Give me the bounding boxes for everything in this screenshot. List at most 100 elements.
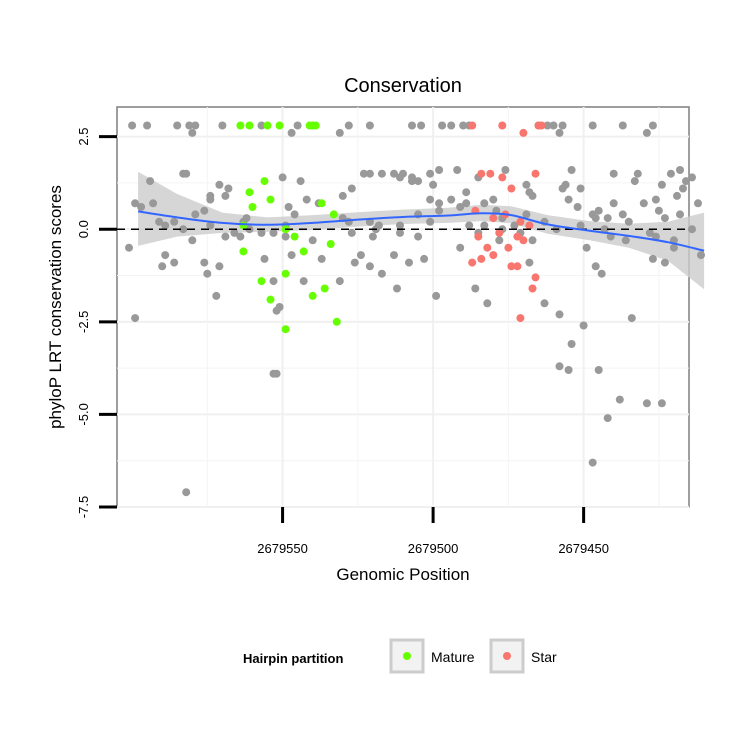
- data-point: [408, 177, 416, 186]
- data-point: [390, 169, 398, 178]
- data-point: [335, 277, 344, 286]
- data-point: [468, 121, 477, 130]
- data-point: [215, 262, 224, 271]
- data-point: [317, 199, 326, 208]
- data-point: [257, 228, 266, 237]
- data-point: [125, 243, 133, 252]
- data-point: [260, 254, 269, 263]
- data-point: [528, 284, 537, 293]
- data-point: [332, 317, 341, 326]
- data-point: [335, 128, 344, 137]
- data-point: [591, 214, 600, 223]
- data-point: [447, 121, 456, 130]
- data-point: [627, 314, 636, 323]
- data-point: [245, 188, 254, 197]
- data-point: [618, 121, 627, 130]
- data-point: [215, 180, 224, 189]
- data-point: [260, 177, 269, 186]
- data-point: [516, 217, 525, 226]
- data-point: [278, 173, 287, 182]
- data-point: [609, 169, 618, 178]
- data-point: [230, 228, 239, 237]
- data-point: [155, 217, 164, 226]
- data-point: [161, 251, 170, 260]
- data-point: [302, 195, 311, 204]
- data-point: [188, 128, 197, 137]
- data-point: [212, 291, 221, 300]
- data-point: [456, 203, 465, 211]
- data-point: [206, 195, 215, 204]
- points-layer: [125, 121, 705, 497]
- data-point: [483, 243, 492, 252]
- data-point: [356, 251, 365, 260]
- data-point: [558, 184, 567, 193]
- data-point: [149, 199, 158, 208]
- data-point: [426, 217, 435, 226]
- data-point: [528, 236, 537, 245]
- data-point: [287, 251, 296, 260]
- data-point: [510, 221, 519, 230]
- data-point: [405, 258, 413, 267]
- data-point: [489, 251, 498, 260]
- data-point: [287, 128, 296, 137]
- data-point: [660, 258, 669, 267]
- data-point: [609, 199, 618, 208]
- data-point: [426, 169, 435, 178]
- series-star: [468, 121, 546, 323]
- data-point: [453, 166, 462, 174]
- data-point: [555, 128, 564, 137]
- data-point: [522, 180, 531, 189]
- data-point: [281, 232, 290, 241]
- data-point: [396, 173, 404, 182]
- data-point: [591, 262, 600, 271]
- data-point: [657, 399, 666, 408]
- data-point: [188, 236, 197, 245]
- data-point: [688, 173, 696, 182]
- data-point: [435, 166, 444, 174]
- data-point: [537, 121, 546, 130]
- data-point: [462, 199, 471, 208]
- data-point: [676, 166, 684, 174]
- data-point: [377, 269, 386, 278]
- data-point: [480, 199, 489, 208]
- data-point: [185, 121, 194, 130]
- data-point: [296, 177, 305, 186]
- legend-label-star: Star: [531, 649, 557, 665]
- data-point: [594, 366, 603, 374]
- data-point: [504, 243, 513, 252]
- data-point: [236, 232, 245, 241]
- data-point: [654, 206, 663, 215]
- data-point: [257, 277, 266, 286]
- data-point: [182, 488, 191, 497]
- data-point: [146, 177, 155, 186]
- data-point: [483, 299, 492, 308]
- data-point: [236, 121, 245, 130]
- data-point: [390, 251, 398, 260]
- data-point: [290, 210, 299, 219]
- data-point: [531, 169, 540, 178]
- data-point: [474, 232, 483, 241]
- data-point: [657, 180, 666, 189]
- data-point: [682, 177, 690, 186]
- data-point: [414, 177, 423, 186]
- data-point: [359, 169, 368, 178]
- data-point: [498, 173, 507, 182]
- data-point: [477, 254, 486, 263]
- data-point: [648, 121, 657, 130]
- data-point: [206, 221, 215, 230]
- data-point: [272, 369, 281, 378]
- data-point: [531, 273, 540, 282]
- data-point: [462, 188, 471, 197]
- data-point: [396, 221, 404, 230]
- legend-dot-star: [503, 652, 511, 660]
- data-point: [679, 184, 687, 193]
- data-point: [338, 191, 347, 200]
- data-point: [594, 206, 603, 215]
- data-point: [522, 210, 531, 219]
- data-point: [221, 191, 230, 200]
- data-point: [290, 232, 299, 241]
- data-point: [486, 169, 495, 178]
- data-point: [588, 121, 597, 130]
- data-point: [645, 228, 654, 237]
